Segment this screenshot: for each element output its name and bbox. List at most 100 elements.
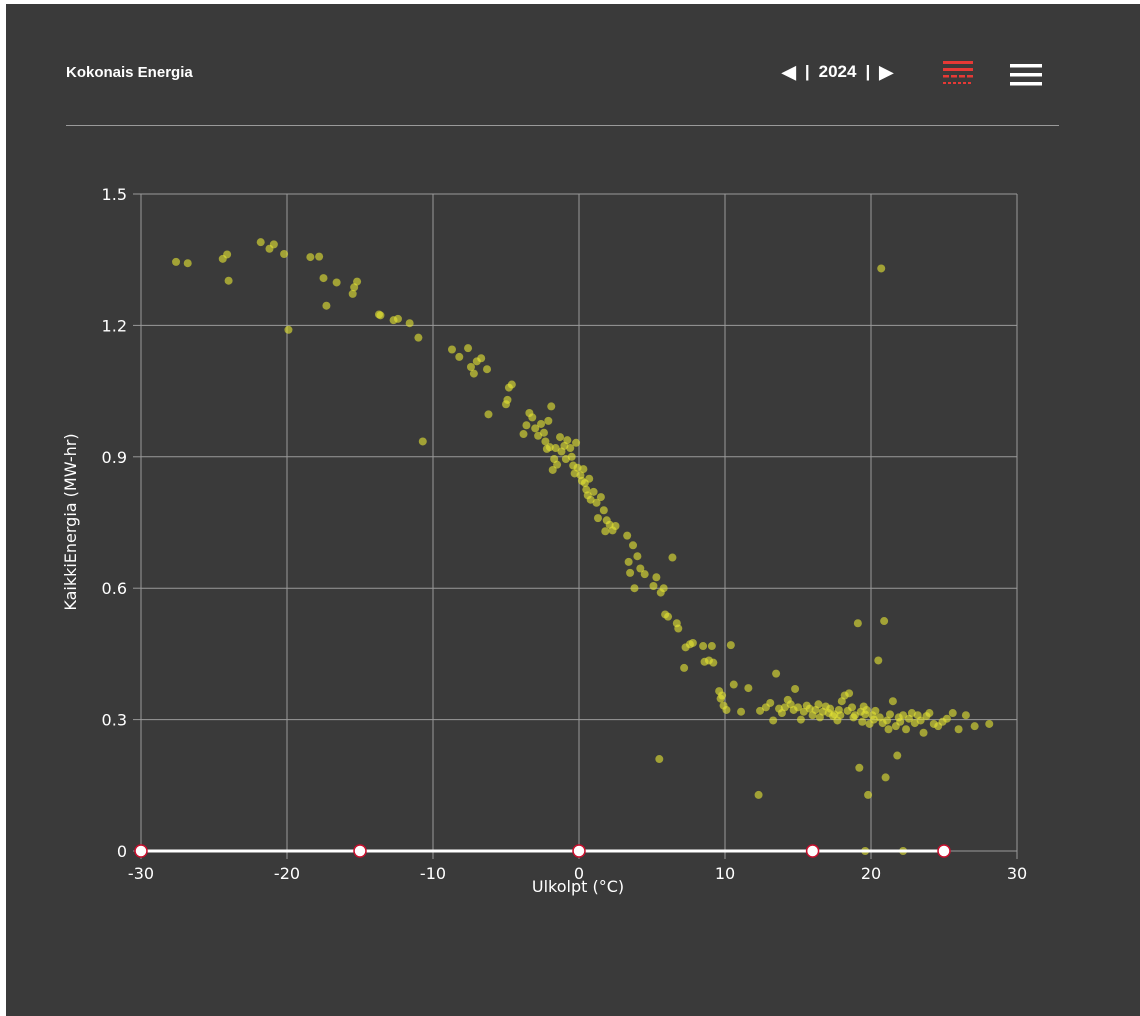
data-point — [418, 437, 427, 446]
data-point — [874, 656, 883, 665]
data-point — [707, 642, 716, 651]
data-point — [883, 716, 892, 725]
data-point — [769, 716, 778, 725]
x-axis-label: Ulkolpt (°C) — [532, 877, 624, 896]
data-point — [405, 319, 414, 328]
data-point — [601, 527, 610, 536]
data-point — [919, 728, 928, 737]
data-point — [223, 250, 232, 259]
data-point — [599, 506, 608, 515]
data-point — [814, 700, 823, 709]
data-point — [871, 706, 880, 715]
data-point — [544, 416, 553, 425]
data-point — [796, 715, 805, 724]
data-point — [596, 493, 605, 502]
data-point — [826, 704, 835, 713]
data-point — [376, 311, 385, 320]
data-point — [709, 658, 718, 667]
x-tick-label: 30 — [1007, 864, 1027, 883]
data-point — [888, 697, 897, 706]
data-point — [629, 541, 638, 550]
year-label: 2024 — [818, 62, 857, 81]
data-point — [548, 465, 557, 474]
data-point — [592, 498, 601, 507]
x-tick-label: 0 — [574, 864, 584, 883]
data-point — [652, 573, 661, 582]
data-point — [680, 663, 689, 672]
data-point — [539, 428, 548, 437]
data-point — [284, 325, 293, 334]
data-point — [848, 703, 857, 712]
data-point — [985, 719, 994, 728]
y-axis-label: KaikkiEnergia (MW-hr) — [61, 433, 80, 610]
header-divider — [66, 125, 1059, 126]
data-point — [393, 314, 402, 323]
data-point — [858, 717, 867, 726]
data-point — [553, 460, 562, 469]
separator-left: | — [804, 62, 810, 81]
data-point — [791, 684, 800, 693]
data-point — [567, 452, 576, 461]
slider-handle[interactable] — [353, 844, 367, 858]
data-point — [483, 365, 492, 374]
tick-labels: -30 -20 -10 0 10 20 30 0 0.3 0.6 0.9 1.2 1.5 — [102, 185, 1028, 883]
data-point — [881, 773, 890, 782]
data-point — [585, 474, 594, 483]
data-point — [942, 714, 951, 723]
data-point — [916, 716, 925, 725]
data-point — [925, 709, 934, 718]
slider-handle[interactable] — [937, 844, 951, 858]
slider-handle[interactable] — [805, 844, 820, 858]
data-point — [522, 421, 531, 430]
data-point — [674, 624, 683, 633]
hamburger-menu-icon[interactable] — [1010, 63, 1042, 87]
data-point — [624, 557, 633, 566]
data-point — [961, 711, 970, 720]
data-point — [688, 638, 697, 647]
data-point — [722, 705, 731, 714]
x-tick-label: -10 — [420, 864, 446, 883]
data-point — [572, 438, 581, 447]
slider-handle[interactable] — [134, 844, 148, 858]
separator-right: | — [865, 62, 871, 81]
data-point — [729, 680, 738, 689]
data-point — [845, 689, 854, 698]
data-points — [172, 238, 994, 855]
data-point — [664, 612, 673, 621]
data-point — [541, 437, 550, 446]
data-point — [545, 443, 554, 452]
slider-handle[interactable] — [572, 844, 586, 858]
next-year-button[interactable]: ▶ — [879, 62, 894, 82]
data-point — [954, 725, 963, 734]
data-point — [862, 705, 871, 714]
data-point — [756, 706, 765, 715]
data-point — [466, 363, 475, 372]
previous-year-button[interactable]: ◀ — [782, 62, 796, 82]
data-point — [948, 709, 957, 718]
data-point — [172, 257, 181, 266]
data-point — [537, 419, 546, 428]
data-point — [280, 250, 289, 259]
data-point — [902, 725, 911, 734]
data-point — [896, 717, 905, 726]
data-point — [507, 380, 516, 389]
data-point — [551, 444, 560, 453]
data-point — [315, 252, 324, 261]
filter-lines-icon[interactable] — [942, 61, 974, 89]
data-point — [853, 619, 862, 628]
data-point — [183, 259, 192, 268]
range-slider[interactable] — [134, 844, 951, 858]
data-point — [566, 444, 575, 453]
data-point — [579, 465, 588, 474]
data-point — [754, 790, 763, 799]
y-tick-label: 0.6 — [102, 579, 127, 598]
data-point — [893, 751, 902, 760]
data-point — [519, 430, 528, 439]
data-point — [636, 564, 645, 573]
data-point — [353, 277, 362, 286]
data-point — [322, 301, 331, 310]
data-point — [737, 707, 746, 716]
data-point — [256, 238, 265, 247]
data-point — [836, 711, 845, 720]
